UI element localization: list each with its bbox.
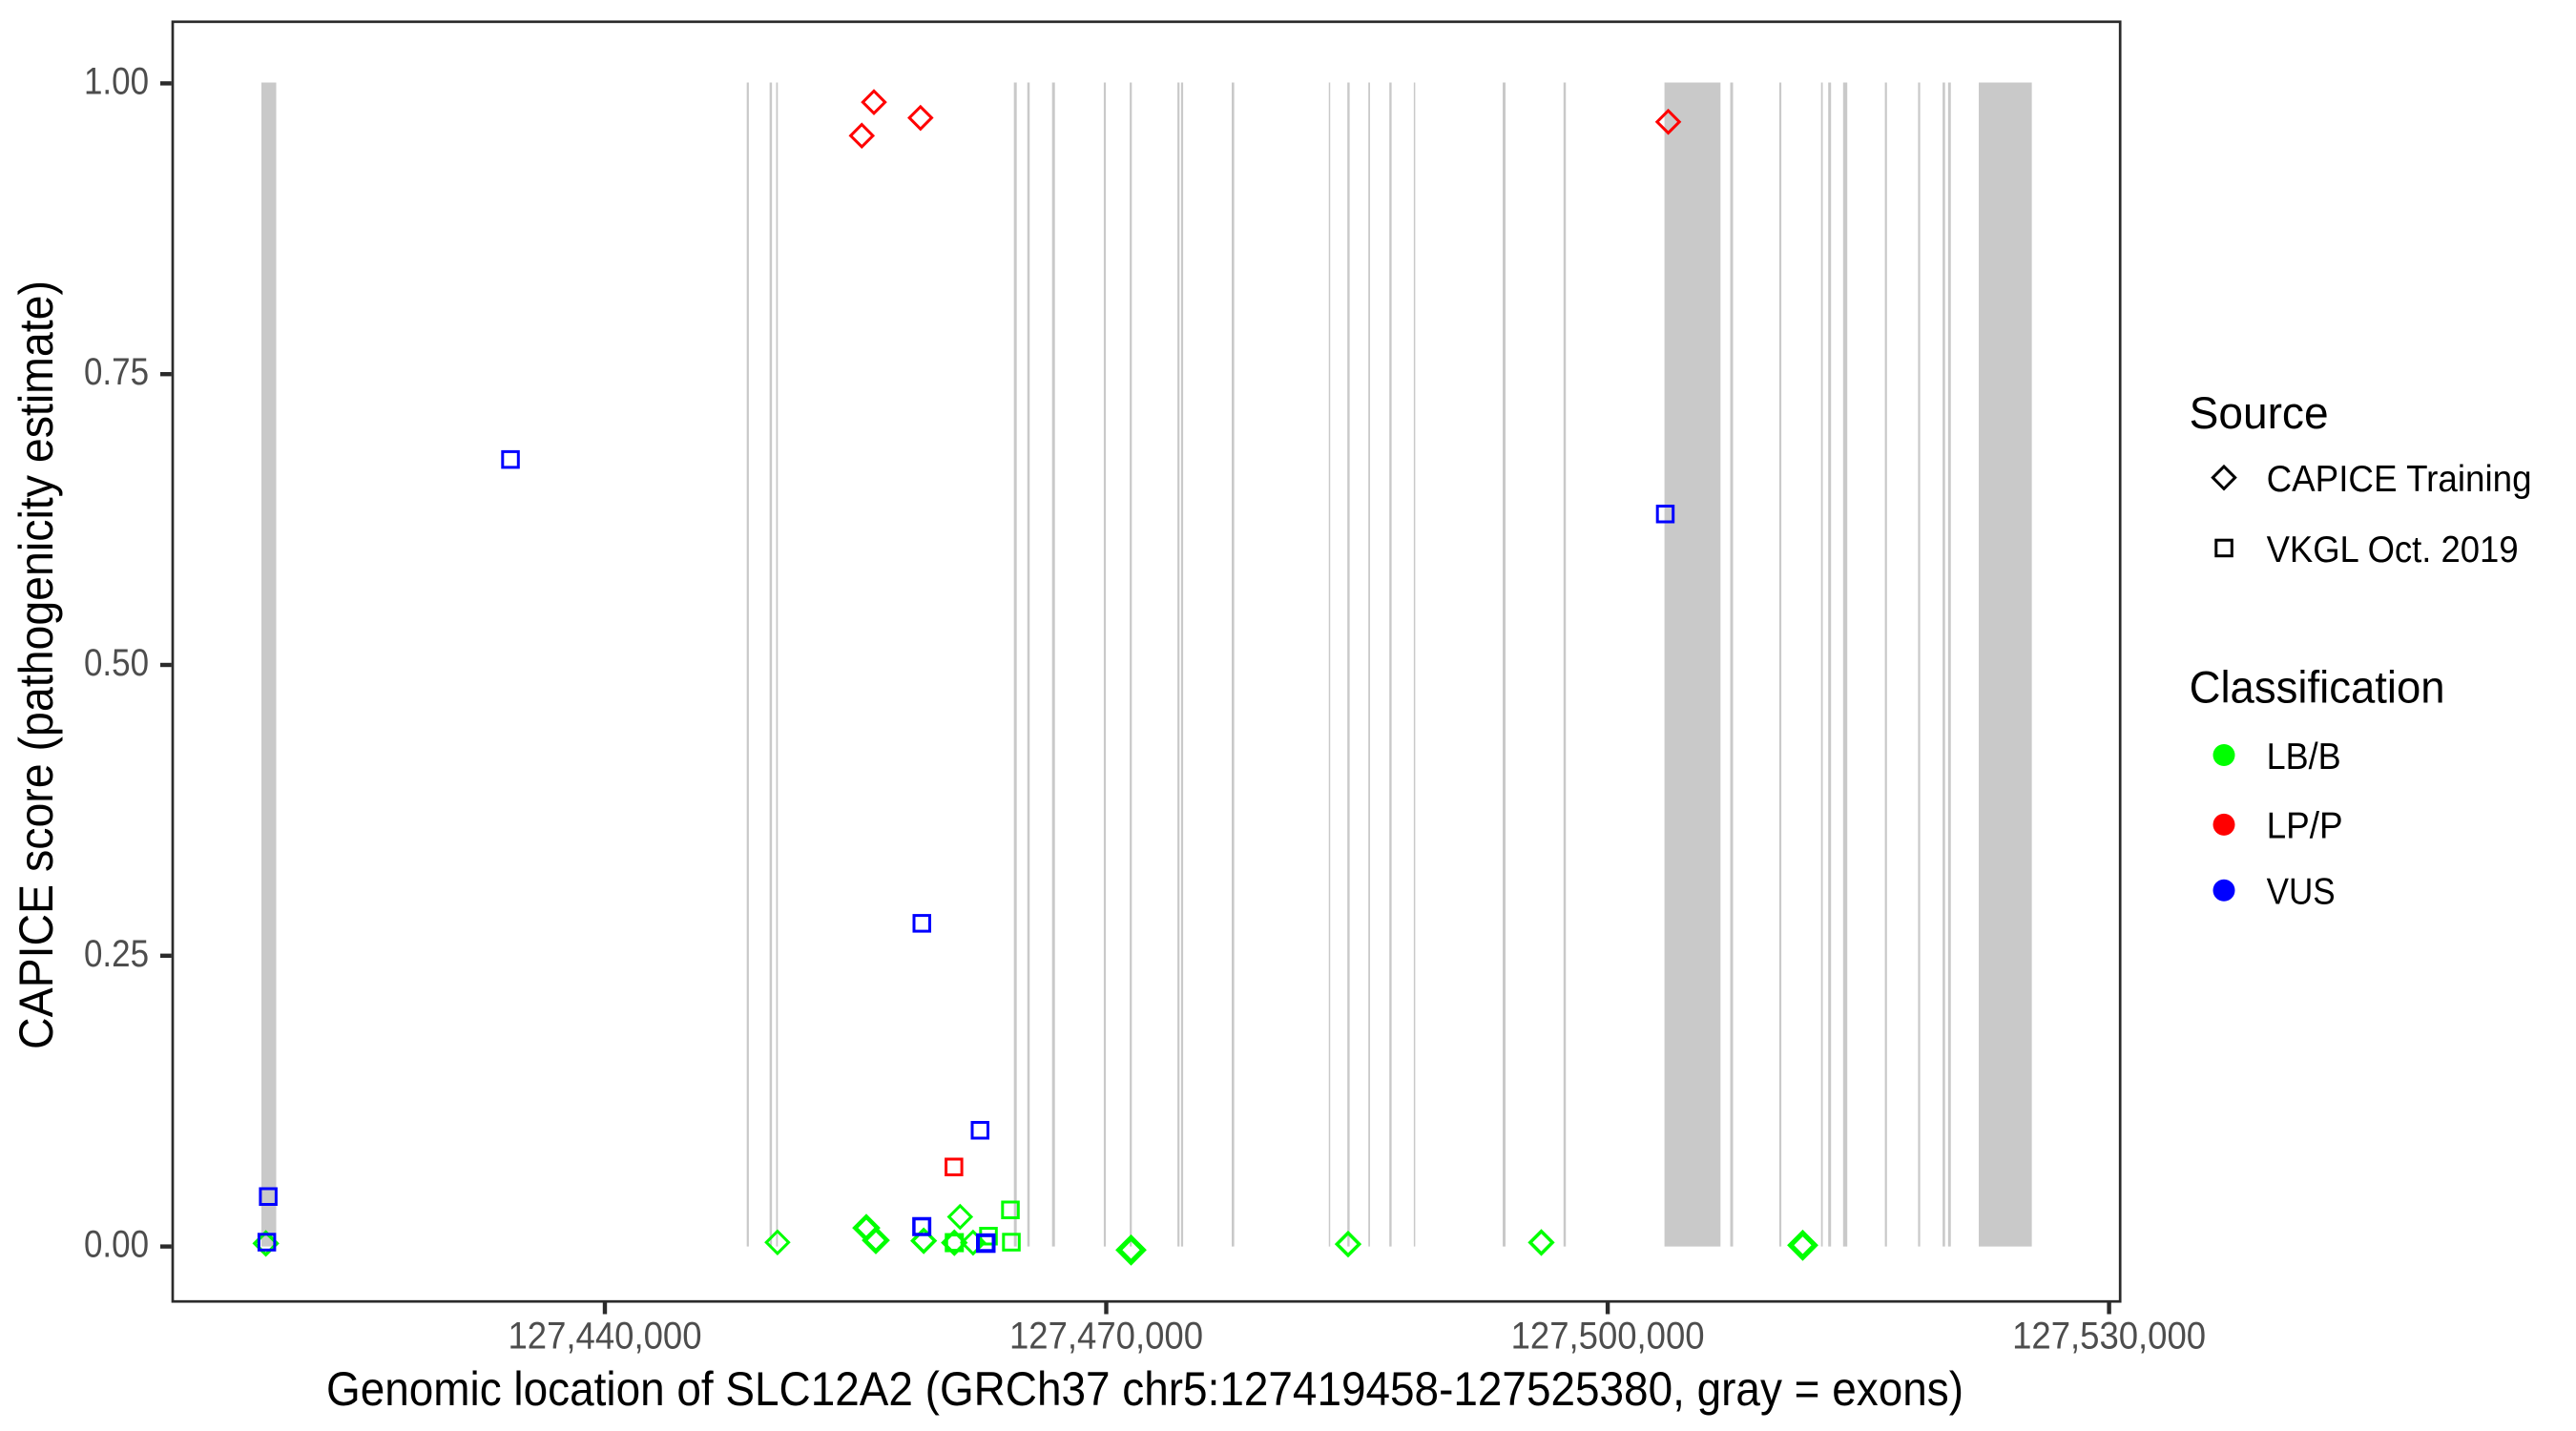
svg-text:0.50: 0.50 xyxy=(84,642,149,684)
svg-text:LB/B: LB/B xyxy=(2267,736,2341,778)
svg-text:0.25: 0.25 xyxy=(84,933,149,975)
svg-text:127,470,000: 127,470,000 xyxy=(1009,1316,1203,1358)
svg-text:0.75: 0.75 xyxy=(84,351,149,393)
svg-text:0.00: 0.00 xyxy=(84,1224,149,1266)
svg-text:127,500,000: 127,500,000 xyxy=(1511,1316,1705,1358)
svg-text:Genomic location of SLC12A2 (G: Genomic location of SLC12A2 (GRCh37 chr5… xyxy=(326,1362,1963,1416)
svg-text:VKGL Oct. 2019: VKGL Oct. 2019 xyxy=(2267,529,2519,570)
svg-text:1.00: 1.00 xyxy=(84,60,149,102)
svg-text:Classification: Classification xyxy=(2190,662,2445,713)
svg-text:Source: Source xyxy=(2190,387,2329,438)
svg-text:127,440,000: 127,440,000 xyxy=(509,1316,702,1358)
svg-text:VUS: VUS xyxy=(2267,872,2336,913)
svg-text:127,530,000: 127,530,000 xyxy=(2012,1316,2206,1358)
svg-text:LP/P: LP/P xyxy=(2267,806,2343,847)
svg-text:CAPICE score (pathogenicity es: CAPICE score (pathogenicity estimate) xyxy=(10,280,63,1049)
svg-text:CAPICE Training: CAPICE Training xyxy=(2267,459,2532,500)
